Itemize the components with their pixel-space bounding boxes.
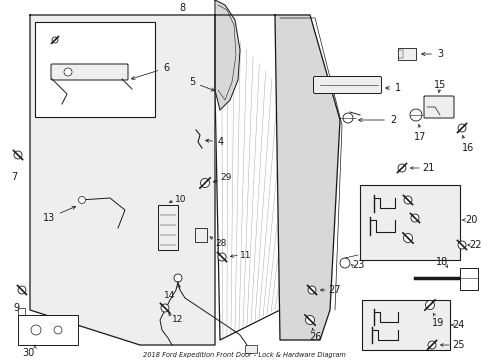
Circle shape bbox=[54, 326, 62, 334]
Circle shape bbox=[403, 196, 411, 204]
Circle shape bbox=[64, 68, 72, 76]
Circle shape bbox=[457, 241, 465, 249]
Circle shape bbox=[342, 113, 352, 123]
Polygon shape bbox=[215, 15, 309, 340]
Bar bbox=[244, 345, 257, 353]
Text: 1: 1 bbox=[385, 83, 400, 93]
Text: 22: 22 bbox=[468, 240, 481, 250]
Text: 3: 3 bbox=[421, 49, 442, 59]
Circle shape bbox=[427, 341, 435, 349]
Text: 16: 16 bbox=[461, 143, 473, 153]
Bar bbox=[35, 22, 155, 117]
Text: 19: 19 bbox=[431, 318, 443, 328]
Text: 28: 28 bbox=[215, 238, 226, 248]
Text: 9: 9 bbox=[13, 303, 19, 313]
Text: 11: 11 bbox=[240, 251, 251, 260]
Text: 4: 4 bbox=[205, 137, 224, 147]
Circle shape bbox=[410, 214, 418, 222]
Bar bbox=[459, 268, 477, 290]
Bar bbox=[195, 228, 206, 242]
Text: 18: 18 bbox=[435, 257, 447, 267]
FancyBboxPatch shape bbox=[423, 96, 453, 118]
Circle shape bbox=[307, 286, 315, 294]
Bar bbox=[18, 315, 78, 345]
Circle shape bbox=[52, 37, 58, 43]
Text: 8: 8 bbox=[179, 3, 184, 13]
Text: 12: 12 bbox=[172, 315, 183, 324]
Circle shape bbox=[161, 304, 169, 312]
Text: 14: 14 bbox=[163, 291, 175, 300]
Circle shape bbox=[14, 151, 22, 159]
Text: 10: 10 bbox=[175, 195, 186, 204]
Text: 6: 6 bbox=[131, 63, 169, 80]
Polygon shape bbox=[215, 0, 240, 110]
Text: 24: 24 bbox=[451, 320, 464, 330]
Text: 13: 13 bbox=[42, 206, 76, 223]
Circle shape bbox=[31, 325, 41, 335]
Text: 23: 23 bbox=[351, 260, 364, 270]
FancyBboxPatch shape bbox=[313, 77, 381, 94]
Bar bbox=[158, 205, 178, 250]
Text: 21: 21 bbox=[421, 163, 433, 173]
Text: 5: 5 bbox=[188, 77, 214, 91]
Bar bbox=[397, 48, 415, 60]
Circle shape bbox=[397, 164, 405, 172]
Text: 25: 25 bbox=[451, 340, 464, 350]
Circle shape bbox=[18, 286, 26, 294]
FancyBboxPatch shape bbox=[51, 64, 128, 80]
Text: 27: 27 bbox=[327, 285, 340, 295]
Circle shape bbox=[409, 109, 421, 121]
Text: 7: 7 bbox=[11, 172, 17, 182]
Circle shape bbox=[218, 253, 225, 261]
Circle shape bbox=[79, 197, 85, 203]
Circle shape bbox=[305, 315, 314, 324]
Text: 20: 20 bbox=[464, 215, 476, 225]
Circle shape bbox=[174, 274, 182, 282]
Circle shape bbox=[457, 124, 465, 132]
Bar bbox=[359, 185, 459, 260]
Text: 2018 Ford Expedition Front Door - Lock & Hardware Diagram: 2018 Ford Expedition Front Door - Lock &… bbox=[143, 352, 345, 358]
Circle shape bbox=[403, 234, 412, 243]
Text: 2: 2 bbox=[358, 115, 395, 125]
Polygon shape bbox=[274, 15, 339, 340]
Circle shape bbox=[200, 179, 209, 188]
Circle shape bbox=[425, 301, 434, 310]
Text: 17: 17 bbox=[413, 132, 426, 142]
Bar bbox=[361, 300, 449, 350]
Text: 26: 26 bbox=[308, 332, 321, 342]
Text: 15: 15 bbox=[433, 80, 445, 90]
Polygon shape bbox=[30, 15, 215, 345]
Circle shape bbox=[339, 258, 349, 268]
Text: 30: 30 bbox=[22, 348, 34, 358]
Text: 29: 29 bbox=[220, 174, 231, 183]
